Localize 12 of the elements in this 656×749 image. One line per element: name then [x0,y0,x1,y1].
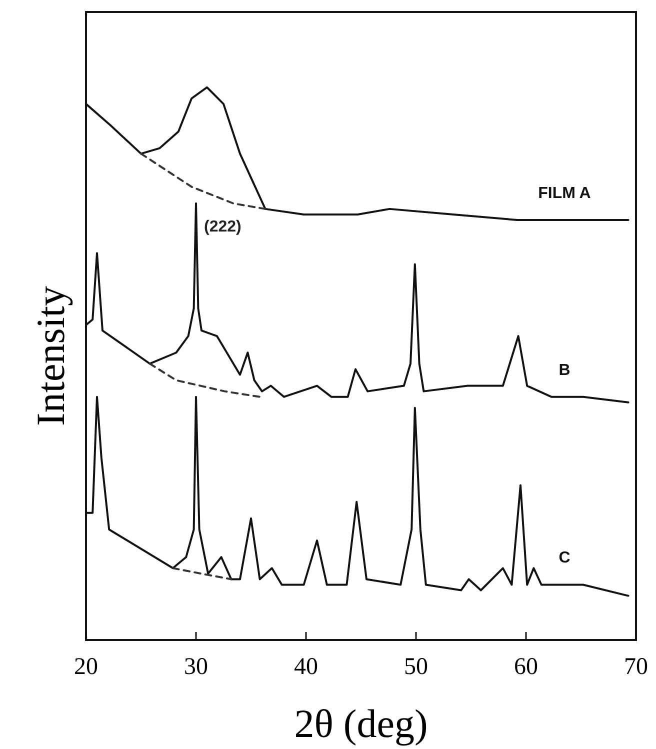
x-tick-label: 50 [404,654,428,680]
y-axis-title: Intensity [28,286,73,426]
series-label: C [558,550,571,567]
x-tick-label: 70 [624,654,648,680]
x-tick-label: 40 [294,654,318,680]
annotation: (222) [204,218,242,236]
x-tick-label: 30 [184,654,208,680]
series-label: FILM A [538,184,592,202]
series-label: B [558,362,570,379]
x-tick-label: 60 [514,654,538,680]
x-tick-label: 20 [74,654,98,680]
x-axis-title: 2θ (deg) [294,701,428,746]
